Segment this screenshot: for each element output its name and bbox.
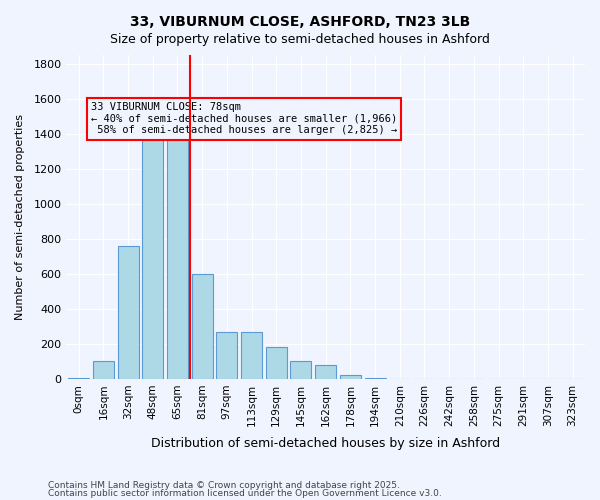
- Text: 33, VIBURNUM CLOSE, ASHFORD, TN23 3LB: 33, VIBURNUM CLOSE, ASHFORD, TN23 3LB: [130, 15, 470, 29]
- Bar: [142, 124, 163, 379]
- Bar: [340, 376, 361, 379]
- Bar: [266, 348, 287, 379]
- Bar: [167, 138, 188, 379]
- Text: Size of property relative to semi-detached houses in Ashford: Size of property relative to semi-detach…: [110, 32, 490, 46]
- Text: Contains HM Land Registry data © Crown copyright and database right 2025.: Contains HM Land Registry data © Crown c…: [48, 481, 400, 490]
- Bar: [191, 274, 212, 379]
- Bar: [290, 362, 311, 379]
- Bar: [365, 378, 386, 379]
- Bar: [217, 332, 238, 379]
- Text: 33 VIBURNUM CLOSE: 78sqm
← 40% of semi-detached houses are smaller (1,966)
 58% : 33 VIBURNUM CLOSE: 78sqm ← 40% of semi-d…: [91, 102, 397, 136]
- Bar: [315, 365, 336, 379]
- Bar: [241, 332, 262, 379]
- X-axis label: Distribution of semi-detached houses by size in Ashford: Distribution of semi-detached houses by …: [151, 437, 500, 450]
- Y-axis label: Number of semi-detached properties: Number of semi-detached properties: [15, 114, 25, 320]
- Bar: [93, 362, 114, 379]
- Bar: [68, 378, 89, 379]
- Text: Contains public sector information licensed under the Open Government Licence v3: Contains public sector information licen…: [48, 488, 442, 498]
- Bar: [118, 246, 139, 379]
